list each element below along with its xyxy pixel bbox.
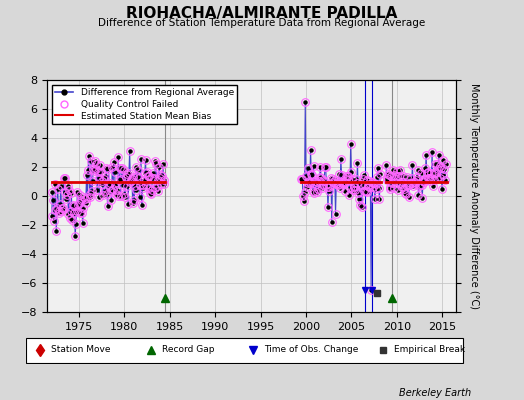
Text: Difference of Station Temperature Data from Regional Average: Difference of Station Temperature Data f… [99, 18, 425, 28]
FancyBboxPatch shape [26, 338, 463, 362]
Text: Empirical Break: Empirical Break [394, 346, 465, 354]
Text: Station Move: Station Move [51, 346, 110, 354]
Text: Record Gap: Record Gap [162, 346, 214, 354]
Text: RIOHACHA/ALMIRANTE PADILLA: RIOHACHA/ALMIRANTE PADILLA [126, 6, 398, 21]
Legend: Difference from Regional Average, Quality Control Failed, Estimated Station Mean: Difference from Regional Average, Qualit… [52, 84, 237, 124]
Text: Time of Obs. Change: Time of Obs. Change [265, 346, 359, 354]
Y-axis label: Monthly Temperature Anomaly Difference (°C): Monthly Temperature Anomaly Difference (… [470, 83, 479, 309]
Text: Berkeley Earth: Berkeley Earth [399, 388, 472, 398]
